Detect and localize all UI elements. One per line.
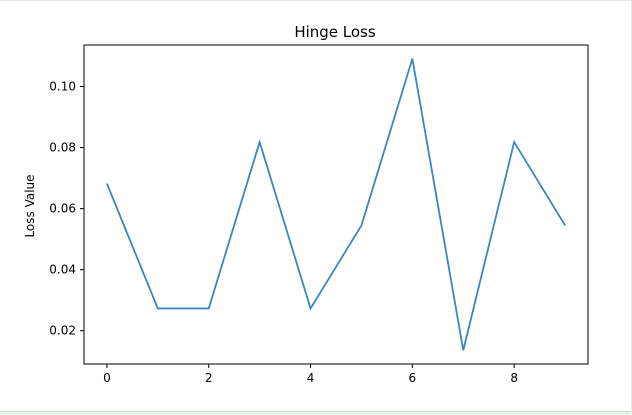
cell-bottom-border	[0, 411, 632, 415]
y-tick-label-2: 0.06	[49, 202, 76, 216]
x-axis-ticks: 0 2 4 6 8	[103, 364, 518, 385]
y-tick-label-0: 0.02	[49, 324, 76, 338]
x-tick-label-3: 6	[409, 371, 417, 385]
x-tick-label-1: 2	[205, 371, 213, 385]
x-tick-label-0: 0	[103, 371, 111, 385]
y-tick-label-4: 0.10	[49, 80, 76, 94]
x-tick-label-2: 4	[307, 371, 315, 385]
x-tick-label-4: 8	[510, 371, 518, 385]
plot-area	[83, 44, 589, 365]
series-line-0	[106, 58, 566, 351]
top-divider	[0, 0, 632, 1]
y-tick-label-3: 0.08	[49, 141, 76, 155]
y-axis-ticks: 0.02 0.04 0.06 0.08 0.10	[49, 80, 84, 338]
y-tick-label-1: 0.04	[49, 263, 76, 277]
chart-title: Hinge Loss	[294, 23, 376, 41]
series-layer	[106, 58, 566, 351]
y-axis-label: Loss Value	[23, 174, 37, 237]
